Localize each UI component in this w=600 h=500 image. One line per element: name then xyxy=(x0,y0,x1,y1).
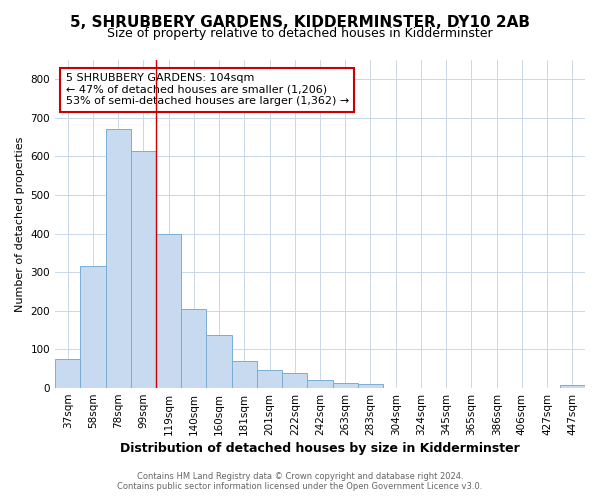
Bar xyxy=(560,386,585,388)
Bar xyxy=(257,370,282,388)
Text: Contains HM Land Registry data © Crown copyright and database right 2024.: Contains HM Land Registry data © Crown c… xyxy=(137,472,463,481)
Bar xyxy=(358,384,383,388)
Bar xyxy=(307,380,332,388)
Text: Contains public sector information licensed under the Open Government Licence v3: Contains public sector information licen… xyxy=(118,482,482,491)
Bar xyxy=(332,383,358,388)
Bar xyxy=(106,130,131,388)
Bar xyxy=(80,266,106,388)
Bar xyxy=(232,361,257,388)
Bar xyxy=(206,335,232,388)
X-axis label: Distribution of detached houses by size in Kidderminster: Distribution of detached houses by size … xyxy=(120,442,520,455)
Text: 5 SHRUBBERY GARDENS: 104sqm
← 47% of detached houses are smaller (1,206)
53% of : 5 SHRUBBERY GARDENS: 104sqm ← 47% of det… xyxy=(65,73,349,106)
Bar xyxy=(55,359,80,388)
Text: Size of property relative to detached houses in Kidderminster: Size of property relative to detached ho… xyxy=(107,28,493,40)
Bar xyxy=(131,150,156,388)
Bar xyxy=(181,309,206,388)
Text: 5, SHRUBBERY GARDENS, KIDDERMINSTER, DY10 2AB: 5, SHRUBBERY GARDENS, KIDDERMINSTER, DY1… xyxy=(70,15,530,30)
Bar xyxy=(156,234,181,388)
Y-axis label: Number of detached properties: Number of detached properties xyxy=(15,136,25,312)
Bar xyxy=(282,374,307,388)
